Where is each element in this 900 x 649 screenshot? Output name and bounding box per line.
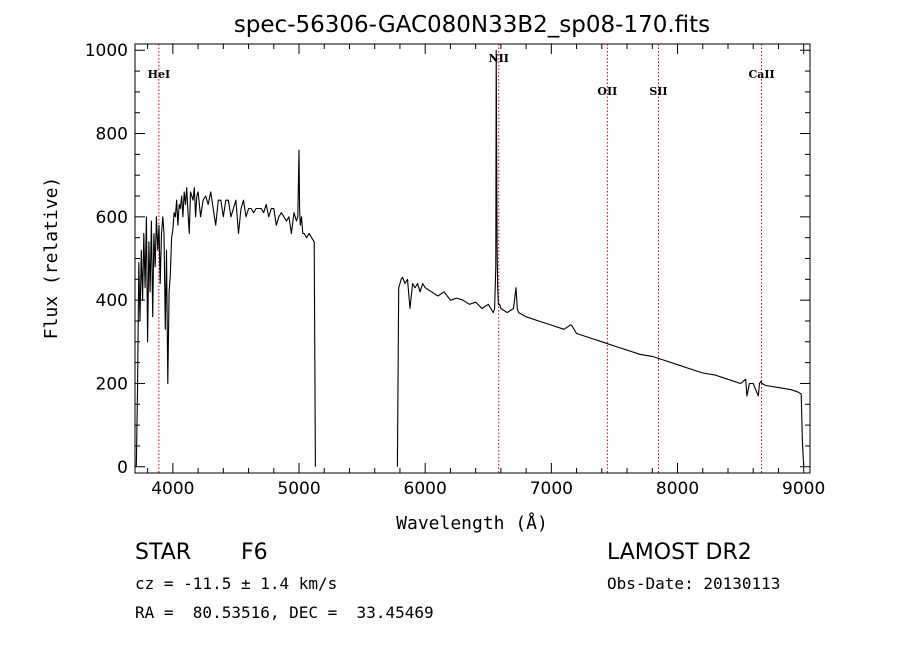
marker-label-3: SII (649, 85, 667, 98)
x-axis-title: Wavelength (Å) (396, 512, 548, 534)
x-tick-label-3: 7000 (530, 479, 573, 499)
spectral-line-markers: HeI NII OII SII CaII (148, 44, 775, 473)
spectrum-segment-0 (135, 149, 316, 467)
y-tick-label-3: 600 (96, 208, 128, 228)
y-tick-label-5: 1000 (85, 41, 128, 61)
y-tick-label-4: 800 (96, 125, 128, 145)
marker-label-0: HeI (148, 68, 171, 81)
y-axis-title: Flux (relative) (41, 177, 62, 340)
obs-date-text: Obs-Date: 20130113 (607, 574, 781, 593)
y-tick-label-2: 400 (96, 291, 128, 311)
coordinates-text: RA = 80.53516, DEC = 33.45469 (135, 603, 434, 622)
x-tick-label-0: 4000 (151, 479, 194, 499)
y-tick-label-0: 0 (117, 458, 128, 478)
marker-label-2: OII (597, 85, 617, 98)
x-tick-label-1: 5000 (277, 479, 320, 499)
y-tick-label-1: 200 (96, 374, 128, 394)
redshift-text: cz = -11.5 ± 1.4 km/s (135, 574, 338, 593)
x-tick-label-4: 8000 (656, 479, 699, 499)
axis-ticks: 4000 5000 6000 7000 8000 9000 0 200 400 600 800 100… (85, 41, 826, 499)
spectrum-segment-1 (396, 49, 805, 467)
marker-label-4: CaII (748, 68, 774, 81)
marker-label-1: NII (489, 52, 509, 65)
chart-title: spec-56306-GAC080N33B2_sp08-170.fits (234, 12, 710, 38)
plot-frame (134, 43, 811, 474)
spectrum-series (135, 49, 805, 467)
x-tick-label-5: 9000 (782, 479, 825, 499)
object-class: STAR (135, 540, 192, 565)
survey-name: LAMOST DR2 (607, 540, 752, 565)
spectral-subclass: F6 (241, 540, 268, 565)
x-tick-label-2: 6000 (404, 479, 447, 499)
